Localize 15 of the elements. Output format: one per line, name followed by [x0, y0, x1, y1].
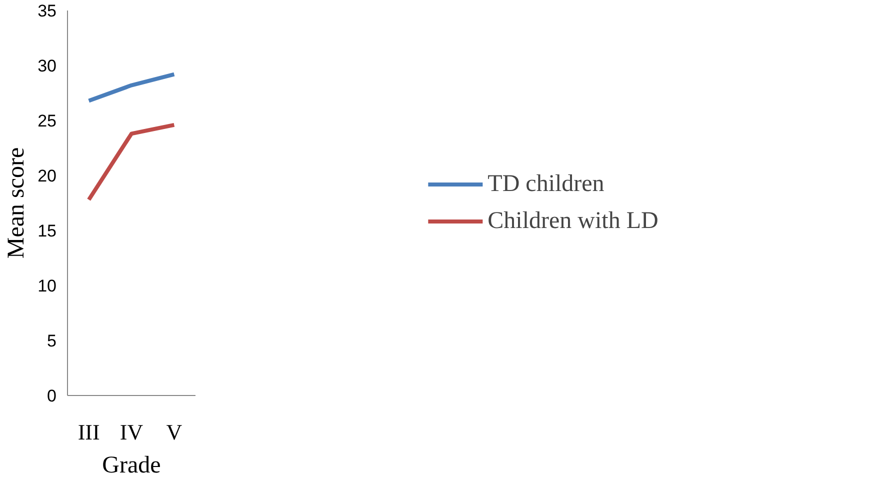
legend-label: Children with LD	[488, 208, 658, 234]
y-axis-title: Mean score	[4, 147, 30, 259]
y-tick-label: 5	[47, 332, 57, 350]
x-tick-label: IV	[120, 420, 144, 444]
y-tick-label: 35	[38, 2, 57, 20]
y-tick-label: 10	[38, 276, 57, 296]
x-tick-label: V	[166, 420, 182, 444]
y-tick-label: 25	[38, 112, 57, 130]
legend-label: TD children	[488, 170, 604, 198]
x-tick-label: III	[78, 420, 100, 444]
y-tick-label: 15	[38, 222, 57, 240]
x-axis-title: Grade	[102, 452, 161, 478]
y-tick-label: 20	[38, 166, 57, 186]
y-tick-label: 0	[47, 386, 57, 406]
y-tick-label: 30	[38, 56, 57, 76]
